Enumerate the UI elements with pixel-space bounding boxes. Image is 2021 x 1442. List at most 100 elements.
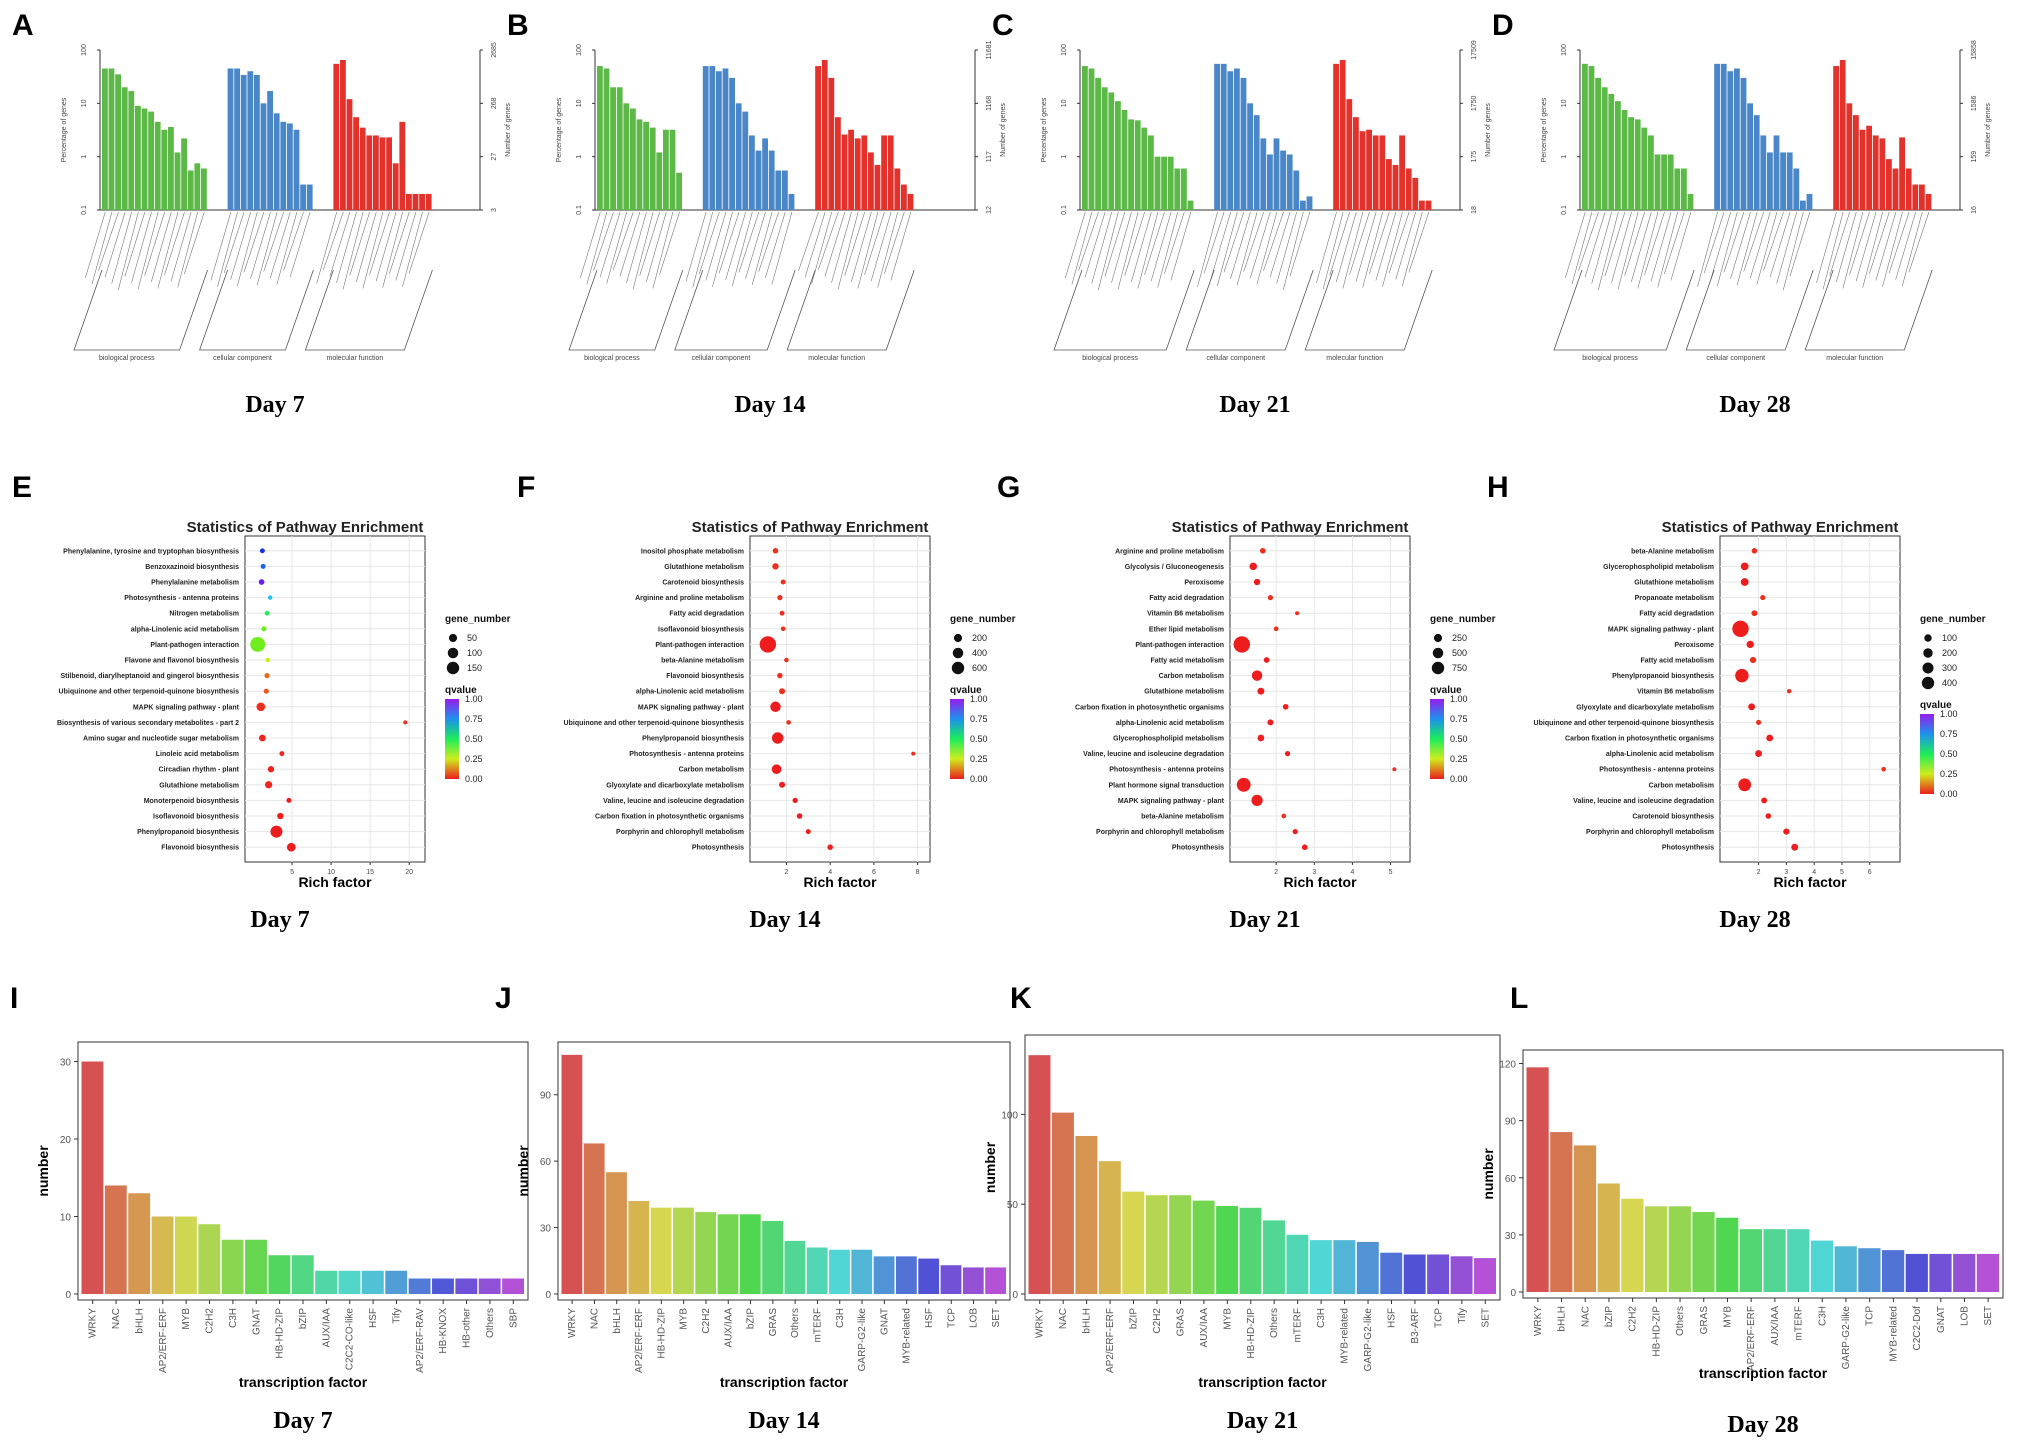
go-category-label [1736,211,1758,286]
go-group-label: cellular component [692,355,751,362]
pathway-dot [780,579,786,585]
go-category-label [118,211,139,291]
go-bar-cc [1740,77,1747,210]
color-legend-title: qvalue [950,685,982,696]
go-bar-cc [1780,152,1786,210]
go-bar-mf [406,193,412,210]
go-bar-cc [1300,200,1306,210]
x-tick-label: HSF [1386,1308,1397,1328]
go-bar-bp [1167,156,1174,210]
go-category-label [1375,211,1397,281]
x-tick-label: SBP [508,1308,519,1328]
tf-bar [762,1220,783,1294]
go-right-tick: 175 [1471,151,1478,163]
pathway-dot [796,813,803,819]
pathway-dot [1392,767,1397,772]
go-category-label [1888,211,1910,274]
go-ylabel-right: Number of genes [1485,103,1492,157]
go-category-label [652,211,674,289]
go-category-label [1842,211,1864,289]
go-category-label [362,211,384,289]
go-bar-cc [1267,154,1273,210]
go-category-label [1789,211,1811,277]
tf-bar [1716,1217,1739,1292]
go-category-label [659,211,680,275]
pathway-label: Plant-pathogen interaction [150,642,239,649]
go-bar-mf [425,193,432,210]
go-bar-mf [835,117,841,210]
go-category-label [1276,211,1297,284]
pathway-label: beta-Alanine metabolism [1141,814,1224,821]
x-tick-label: HB-HD-ZIP [1246,1308,1257,1359]
go-category-label [1269,211,1291,278]
size-legend-value: 250 [1452,633,1467,643]
day-label-tf: Day 14 [748,1408,819,1434]
x-tick-label: 3 [1784,869,1788,876]
pathway-dot [771,732,784,744]
x-tick-label: GARP-G2-like [1363,1308,1374,1372]
pathway-label: Biosynthesis of various secondary metabo… [57,720,239,727]
go-bar-mf [868,152,874,210]
tf-bar [1597,1183,1620,1292]
go-bar-cc [1220,63,1227,211]
pathway-dot [1233,636,1251,653]
pathway-dot [779,688,786,695]
go-bar-bp [1095,77,1101,210]
go-right-tick: 16 [1971,206,1978,214]
pathway-dot [267,766,275,773]
go-category-label [1664,211,1685,275]
go-category-label [1822,211,1844,290]
tf-bar [268,1255,291,1294]
day-label-go: Day 7 [245,392,304,418]
go-category-label [1395,211,1416,280]
go-category-label [289,211,311,278]
size-legend-value: 200 [972,633,987,643]
go-group-label: cellular component [213,355,272,362]
go-bar-bp [1681,168,1687,210]
pathway-dot [772,548,779,554]
go-category-label [1210,211,1231,280]
go-category-label [1816,211,1837,283]
qvalue-colorbar [1920,714,1934,794]
go-bar-mf [386,137,392,210]
go-left-tick: 10 [1561,99,1568,107]
go-category-label [316,211,337,284]
go-category-label [1362,211,1383,288]
panel-letter-e: E [12,471,32,504]
tf-bar [1621,1198,1644,1292]
tf-bar [1810,1240,1834,1292]
pathway-label: Arginine and proline metabolism [1115,548,1224,555]
x-tick-label: WRKY [88,1308,99,1338]
x-tick-label: MYB [1722,1306,1733,1328]
tf-bar [432,1278,454,1294]
x-tick-label: GRAS [1699,1306,1710,1335]
go-right-tick: 117 [986,151,993,162]
panel-letter-f: F [517,471,535,504]
go-bar-bp [161,129,168,210]
day-label-tf: Day 7 [273,1408,332,1434]
go-bar-bp [1621,109,1628,210]
go-category-label [1157,211,1178,288]
go-right-tick: 18 [1471,206,1478,214]
go-right-tick: 3 [491,208,498,212]
go-bar-mf [1912,184,1919,210]
go-bar-bp [1648,135,1654,210]
tf-bar [1380,1252,1403,1294]
tf-bar [1333,1240,1356,1294]
pathway-label: Flavone and flavonol biosynthesis [125,658,239,665]
go-category-label [1336,211,1357,283]
pathway-label: Ether lipid metabolism [1149,626,1224,633]
go-group-bracket [199,269,314,351]
panel-letter-b: B [507,9,529,42]
go-category-label [170,211,192,282]
go-bar-bp [1634,119,1641,210]
go-bar-cc [240,74,247,210]
pathway-label: Peroxisome [1674,642,1714,649]
go-bar-bp [1595,77,1601,210]
go-bar-cc [1253,115,1260,210]
go-group-bracket [1304,269,1433,351]
go-category-label [1131,211,1152,283]
go-category-label [751,211,773,286]
x-tick-label: 5 [1840,869,1844,876]
tf-bar [1169,1195,1192,1294]
